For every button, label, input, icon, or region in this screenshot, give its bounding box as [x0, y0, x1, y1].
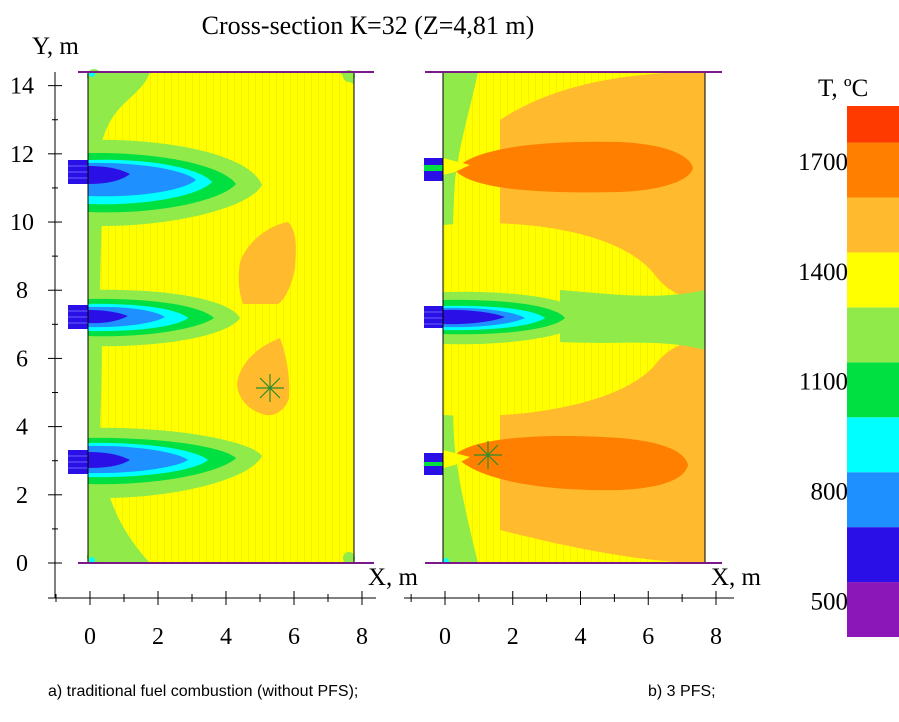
- panel-b-inlet-zone: [443, 450, 470, 468]
- y-tick-label: 6: [16, 346, 28, 372]
- colorbar-segment: [847, 417, 899, 473]
- x-tick-label: 6: [642, 624, 654, 650]
- panel-b-wall-zone: [443, 72, 478, 563]
- x-tick-label: 8: [710, 624, 722, 650]
- panel-a: X, m: [48, 69, 419, 599]
- y-tick-label: 4: [16, 415, 28, 441]
- colorbar-segment: [847, 582, 899, 637]
- colorbar-segment: [847, 472, 899, 528]
- x-tick-label: 2: [507, 624, 519, 650]
- colorbar-tick-label: 1700: [798, 149, 848, 176]
- panel-a-jet: [88, 427, 262, 499]
- panel-b-x-ticks: 0 2 4 6 8: [410, 591, 722, 650]
- panel-b-burner: [424, 158, 443, 181]
- panel-b-caption: b) 3 PFS;: [648, 683, 716, 700]
- colorbar-segment: [847, 106, 899, 143]
- colorbar-segment: [847, 197, 899, 253]
- y-tick-label: 0: [16, 551, 28, 577]
- x-tick-label: 8: [356, 624, 368, 650]
- panel-a-x-ticks: 0 2 4 6 8: [55, 591, 368, 650]
- colorbar-segment: [847, 142, 899, 198]
- colorbar: [847, 106, 899, 637]
- y-axis-label: Y, m: [32, 33, 79, 60]
- x-tick-label: 0: [84, 624, 96, 650]
- y-tick-label: 8: [16, 278, 28, 304]
- panel-b-x-axis-label: X, m: [711, 564, 762, 591]
- panel-a-x-axis-label: X, m: [368, 564, 419, 591]
- panel-b-marker: [474, 441, 502, 469]
- y-ticks: 0 2 4 6 8 10 12 14: [10, 74, 62, 577]
- colorbar-segment: [847, 527, 899, 583]
- panel-b-inlet-zone: [443, 158, 470, 175]
- panel-a-marker: [256, 374, 284, 402]
- x-tick-label: 2: [152, 624, 164, 650]
- colorbar-segment: [847, 307, 899, 363]
- y-tick-label: 10: [10, 210, 34, 236]
- x-tick-label: 0: [439, 624, 451, 650]
- panel-b-burner: [424, 453, 443, 475]
- panel-b-mid-zone: [560, 290, 705, 350]
- colorbar-title: T, ºC: [818, 75, 868, 102]
- panel-a-hot-zone: [237, 338, 290, 416]
- colorbar-tick-label: 1400: [798, 259, 848, 286]
- panel-b-jet: [443, 291, 588, 345]
- x-tick-label: 4: [220, 624, 232, 650]
- panel-a-jet: [88, 139, 262, 227]
- colorbar-segment: [847, 362, 899, 418]
- panel-b-hot-zone: [455, 141, 693, 193]
- chart-title: Cross-section К=32 (Z=4,81 m): [202, 11, 535, 40]
- panel-a-corner-zone: [89, 557, 95, 563]
- panel-a-jet: [88, 289, 240, 347]
- colorbar-tick-label: 1100: [799, 369, 848, 396]
- colorbar-tick-label: 500: [811, 588, 849, 615]
- colorbar-tick-label: 800: [811, 479, 849, 506]
- colorbar-ticks: 1700 1400 1100 800 500: [798, 149, 848, 615]
- panel-a-hot-zone: [238, 222, 296, 304]
- panel-b: X, m: [404, 71, 762, 599]
- panel-b-burner: [424, 306, 443, 328]
- y-tick-label: 14: [10, 74, 34, 100]
- panel-a-caption: a) traditional fuel combustion (without …: [48, 683, 359, 700]
- panel-b-hot-zone: [455, 435, 688, 491]
- y-tick-label: 2: [16, 483, 28, 509]
- x-tick-label: 4: [575, 624, 587, 650]
- x-tick-label: 6: [288, 624, 300, 650]
- colorbar-segment: [847, 252, 899, 308]
- y-tick-label: 12: [10, 142, 34, 168]
- panel-a-corner-zone: [343, 552, 355, 564]
